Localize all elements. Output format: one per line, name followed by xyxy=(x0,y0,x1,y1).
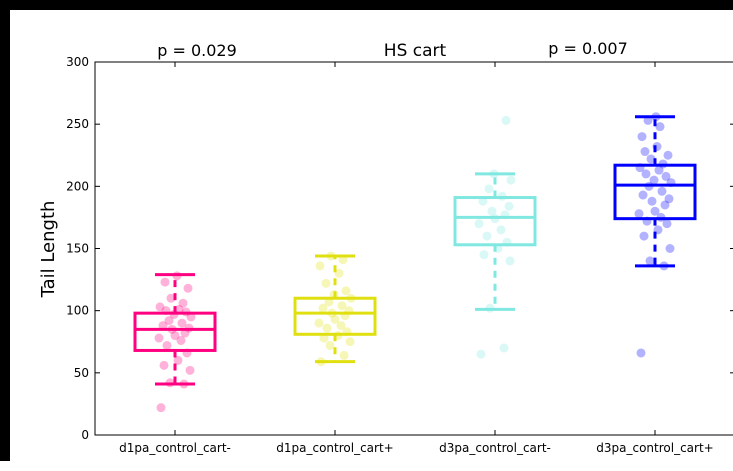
data-point xyxy=(504,201,514,211)
data-point xyxy=(341,286,351,296)
chart-title: HS cart xyxy=(384,41,447,61)
data-point xyxy=(155,302,165,312)
data-point xyxy=(647,196,657,206)
data-point xyxy=(318,303,328,313)
data-point xyxy=(321,278,331,288)
iqr-box xyxy=(133,311,217,352)
data-point xyxy=(634,209,644,219)
data-point xyxy=(177,318,187,328)
data-point xyxy=(645,256,655,266)
data-point xyxy=(476,349,486,359)
x-tick-label: d1pa_control_cart- xyxy=(119,441,231,455)
data-point xyxy=(336,321,346,331)
data-point xyxy=(479,250,489,260)
data-point xyxy=(660,200,670,210)
iqr-box xyxy=(293,296,377,336)
x-tick-label: d1pa_control_cart+ xyxy=(276,441,393,455)
box-group-d1pa_control_cart- xyxy=(133,271,217,413)
data-point xyxy=(646,154,656,164)
y-axis-label: Tail Length xyxy=(38,201,59,299)
y-tick-label: 200 xyxy=(66,179,89,193)
data-point xyxy=(156,403,166,413)
data-point xyxy=(664,194,674,204)
y-tick-label: 150 xyxy=(66,242,89,256)
data-point xyxy=(665,244,675,253)
data-point xyxy=(330,314,340,324)
box-group-d3pa_control_cart+ xyxy=(613,112,697,358)
y-tick-label: 0 xyxy=(81,428,89,442)
x-axis: d1pa_control_cart-d1pa_control_cart+ d3pa… xyxy=(119,62,714,455)
data-point xyxy=(345,337,355,347)
boxes-layer xyxy=(133,112,697,413)
y-axis: 0 50 100 150 200 250 300 xyxy=(66,55,733,442)
data-point xyxy=(487,206,497,216)
x-tick-label: d3pa_control_cart+ xyxy=(596,441,713,455)
y-tick-label: 100 xyxy=(66,304,89,318)
data-point xyxy=(484,184,494,194)
data-point xyxy=(496,225,506,235)
y-tick-label: 50 xyxy=(74,366,89,380)
data-point xyxy=(641,169,651,179)
data-point xyxy=(638,190,648,200)
data-point xyxy=(314,318,324,328)
data-point xyxy=(649,175,659,185)
data-point xyxy=(176,336,186,346)
data-point xyxy=(322,323,332,333)
data-point xyxy=(159,360,169,370)
data-point xyxy=(636,348,646,358)
data-point xyxy=(178,298,188,308)
data-point xyxy=(162,340,172,350)
data-point xyxy=(505,256,515,266)
data-point xyxy=(482,231,492,241)
data-point xyxy=(164,316,174,326)
data-point xyxy=(154,333,164,343)
data-point xyxy=(166,293,176,303)
y-tick-label: 250 xyxy=(66,117,89,131)
data-point xyxy=(499,343,509,353)
data-point xyxy=(637,132,647,142)
data-point xyxy=(474,219,484,229)
data-point xyxy=(655,122,665,132)
data-point xyxy=(160,277,170,287)
data-point xyxy=(650,206,660,216)
data-point xyxy=(640,147,650,157)
box-plot-chart: HS cart p = 0.029 p = 0.007 Tail Length … xyxy=(38,39,733,455)
y-tick-label: 300 xyxy=(66,55,89,69)
data-point xyxy=(639,231,649,241)
data-point xyxy=(170,331,180,341)
box-group-d1pa_control_cart+ xyxy=(293,251,377,367)
box-group-d3pa_control_cart- xyxy=(453,115,537,359)
data-point xyxy=(339,350,349,360)
data-point xyxy=(506,175,516,185)
p-value-annotation-left: p = 0.029 xyxy=(157,41,237,60)
data-point xyxy=(334,268,344,278)
data-point xyxy=(185,365,195,375)
data-point xyxy=(501,115,511,125)
iqr-box xyxy=(613,163,697,221)
data-point xyxy=(337,301,347,311)
iqr-box xyxy=(453,196,537,247)
data-point xyxy=(325,340,335,350)
data-point xyxy=(183,283,193,293)
data-point xyxy=(173,355,183,365)
data-point xyxy=(663,150,673,160)
data-point xyxy=(315,261,325,271)
data-point xyxy=(657,186,667,196)
x-tick-label: d3pa_control_cart- xyxy=(439,441,551,455)
data-point xyxy=(661,171,671,181)
chart-frame: HS cart p = 0.029 p = 0.007 Tail Length … xyxy=(0,0,733,461)
data-point xyxy=(654,165,664,175)
data-point xyxy=(662,219,672,229)
p-value-annotation-right: p = 0.007 xyxy=(548,39,628,58)
